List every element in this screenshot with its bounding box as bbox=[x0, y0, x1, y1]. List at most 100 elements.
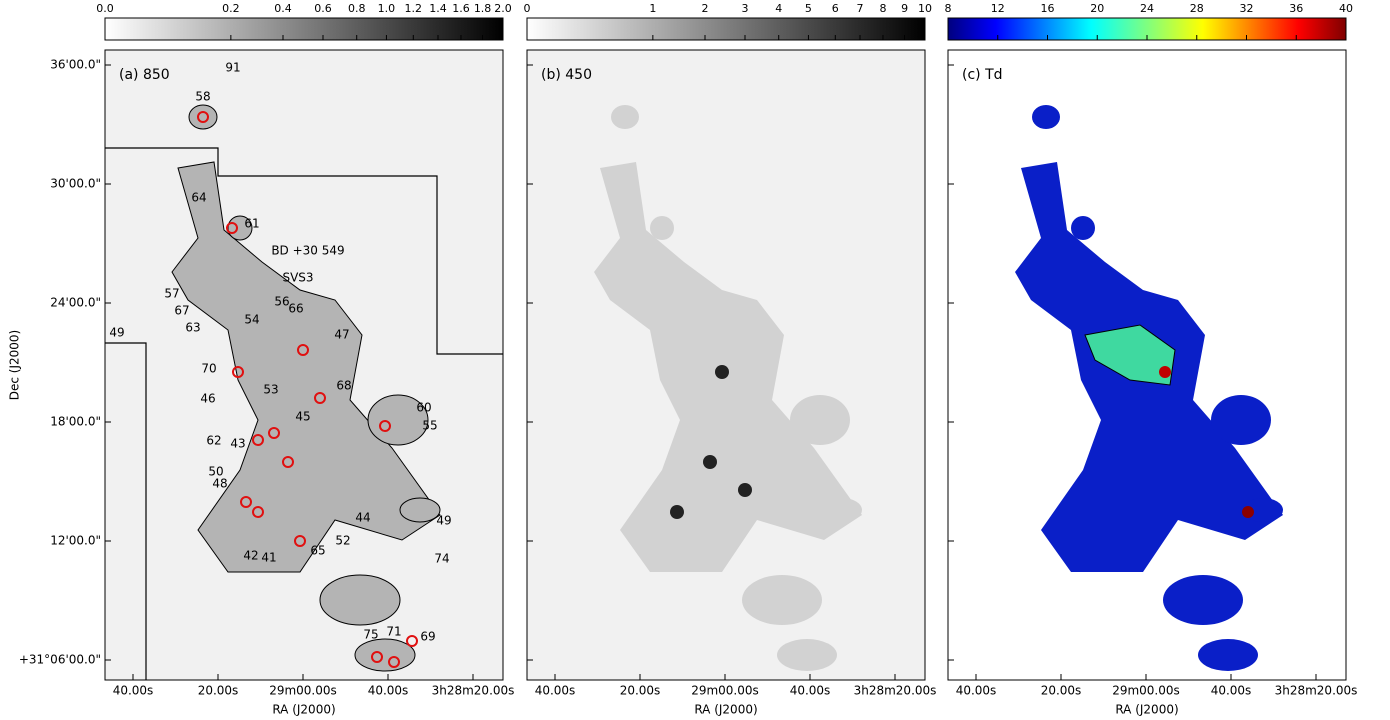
emission-clump bbox=[777, 639, 837, 671]
y-tick-label: 12'00.0" bbox=[50, 534, 101, 548]
hot-spot bbox=[1159, 366, 1171, 378]
colorbar-tick-label: 1.6 bbox=[452, 2, 470, 15]
source-label: 74 bbox=[434, 552, 449, 566]
colorbar-tick-label: 0 bbox=[524, 2, 531, 15]
source-label: 49 bbox=[109, 326, 124, 340]
colorbar-tick-label: 40 bbox=[1339, 2, 1353, 15]
source-label: BD +30 549 bbox=[271, 244, 344, 258]
emission-clump bbox=[355, 639, 415, 671]
source-label: SVS3 bbox=[282, 271, 313, 285]
source-label: 56 bbox=[274, 295, 289, 309]
x-tick-label: 40.00s bbox=[368, 684, 409, 698]
colorbar-tick-label: 9 bbox=[901, 2, 908, 15]
colorbar-tick-label: 1.4 bbox=[429, 2, 447, 15]
panel bbox=[105, 50, 503, 680]
colorbar bbox=[527, 18, 925, 40]
colorbar-tick-label: 1.2 bbox=[405, 2, 423, 15]
emission-clump bbox=[1211, 395, 1271, 445]
colorbar-tick-label: 32 bbox=[1240, 2, 1254, 15]
y-tick-label: 30'00.0" bbox=[50, 177, 101, 191]
emission-clump bbox=[650, 216, 674, 240]
source-label: 70 bbox=[201, 362, 216, 376]
colorbar-tick-label: 2.0 bbox=[494, 2, 512, 15]
source-label: 71 bbox=[386, 625, 401, 639]
colorbar-tick-label: 6 bbox=[832, 2, 839, 15]
source-label: 53 bbox=[263, 383, 278, 397]
emission-clump bbox=[1071, 216, 1095, 240]
source-label: 61 bbox=[244, 217, 259, 231]
emission-clump bbox=[400, 498, 440, 522]
emission-clump bbox=[1198, 639, 1258, 671]
source-label: 75 bbox=[363, 628, 378, 642]
colorbar-tick-label: 12 bbox=[991, 2, 1005, 15]
x-tick-label: 29m00.00s bbox=[1112, 684, 1180, 698]
x-tick-label: 3h28m20.00s bbox=[432, 684, 515, 698]
panel-label: (a) 850 bbox=[119, 67, 170, 83]
source-label: 63 bbox=[185, 321, 200, 335]
colorbar-tick-label: 16 bbox=[1041, 2, 1055, 15]
emission-clump bbox=[189, 105, 217, 129]
x-tick-label: 40.00s bbox=[956, 684, 997, 698]
source-label: 68 bbox=[336, 379, 351, 393]
source-label: 58 bbox=[195, 90, 210, 104]
x-tick-label: 40.00s bbox=[535, 684, 576, 698]
colorbar-tick-label: 7 bbox=[856, 2, 863, 15]
colorbar-tick-label: 8 bbox=[879, 2, 886, 15]
panel bbox=[948, 50, 1346, 680]
source-label: 41 bbox=[261, 551, 276, 565]
y-tick-label: 24'00.0" bbox=[50, 296, 101, 310]
colorbar-tick-label: 36 bbox=[1289, 2, 1303, 15]
colorbar-tick-label: 24 bbox=[1140, 2, 1154, 15]
source-label: 47 bbox=[334, 328, 349, 342]
y-tick-label: +31°06'00.0" bbox=[19, 653, 101, 667]
source-label: 64 bbox=[191, 191, 206, 205]
x-axis-label: RA (J2000) bbox=[1115, 703, 1178, 717]
bright-core bbox=[715, 365, 729, 379]
colorbar-tick-label: 0.6 bbox=[314, 2, 332, 15]
emission-clump bbox=[1163, 575, 1243, 625]
y-axis-label: Dec (J2000) bbox=[8, 330, 22, 400]
colorbar-tick-label: 0.4 bbox=[274, 2, 292, 15]
colorbar-tick-label: 2 bbox=[701, 2, 708, 15]
x-tick-label: 40.00s bbox=[113, 684, 154, 698]
source-label: 44 bbox=[355, 511, 370, 525]
x-axis-label: RA (J2000) bbox=[694, 703, 757, 717]
colorbar-tick-label: 1.0 bbox=[378, 2, 396, 15]
x-tick-label: 20.00s bbox=[620, 684, 661, 698]
source-label: 43 bbox=[230, 437, 245, 451]
x-tick-label: 20.00s bbox=[198, 684, 239, 698]
colorbar-tick-label: 20 bbox=[1090, 2, 1104, 15]
source-label: 42 bbox=[243, 549, 258, 563]
colorbar-tick-label: 3 bbox=[741, 2, 748, 15]
source-label: 69 bbox=[420, 630, 435, 644]
source-label: 60 bbox=[416, 401, 431, 415]
colorbar-tick-label: 8 bbox=[945, 2, 952, 15]
bright-core bbox=[670, 505, 684, 519]
figure: (a) 850 0.0 0.2 0.4 0.6 0.8 1.0 1.2 1.4 1.6 1.82.0… bbox=[0, 0, 1390, 720]
source-label: 66 bbox=[288, 302, 303, 316]
emission-clump bbox=[611, 105, 639, 129]
source-label: 55 bbox=[422, 419, 437, 433]
colorbar-tick-label: 0.2 bbox=[222, 2, 240, 15]
source-label: 46 bbox=[200, 392, 215, 406]
source-label: 67 bbox=[174, 304, 189, 318]
emission-clump bbox=[320, 575, 400, 625]
bright-core bbox=[703, 455, 717, 469]
x-axis-label: RA (J2000) bbox=[272, 703, 335, 717]
colorbar-tick-label: 0.8 bbox=[348, 2, 366, 15]
emission-clump bbox=[742, 575, 822, 625]
source-label: 49 bbox=[436, 514, 451, 528]
source-label: 45 bbox=[295, 410, 310, 424]
source-label: 54 bbox=[244, 313, 259, 327]
colorbar-tick-label: 4 bbox=[775, 2, 782, 15]
x-tick-label: 3h28m20.00s bbox=[854, 684, 937, 698]
x-tick-label: 40.00s bbox=[790, 684, 831, 698]
colorbar-tick-label: 1.8 bbox=[474, 2, 492, 15]
emission-clump bbox=[822, 498, 862, 522]
colorbar-tick-label: 0.0 bbox=[96, 2, 114, 15]
panel bbox=[527, 50, 925, 680]
emission-clump bbox=[790, 395, 850, 445]
y-tick-label: 18'00.0" bbox=[50, 415, 101, 429]
x-tick-label: 40.00s bbox=[1211, 684, 1252, 698]
y-tick-label: 36'00.0" bbox=[50, 58, 101, 72]
